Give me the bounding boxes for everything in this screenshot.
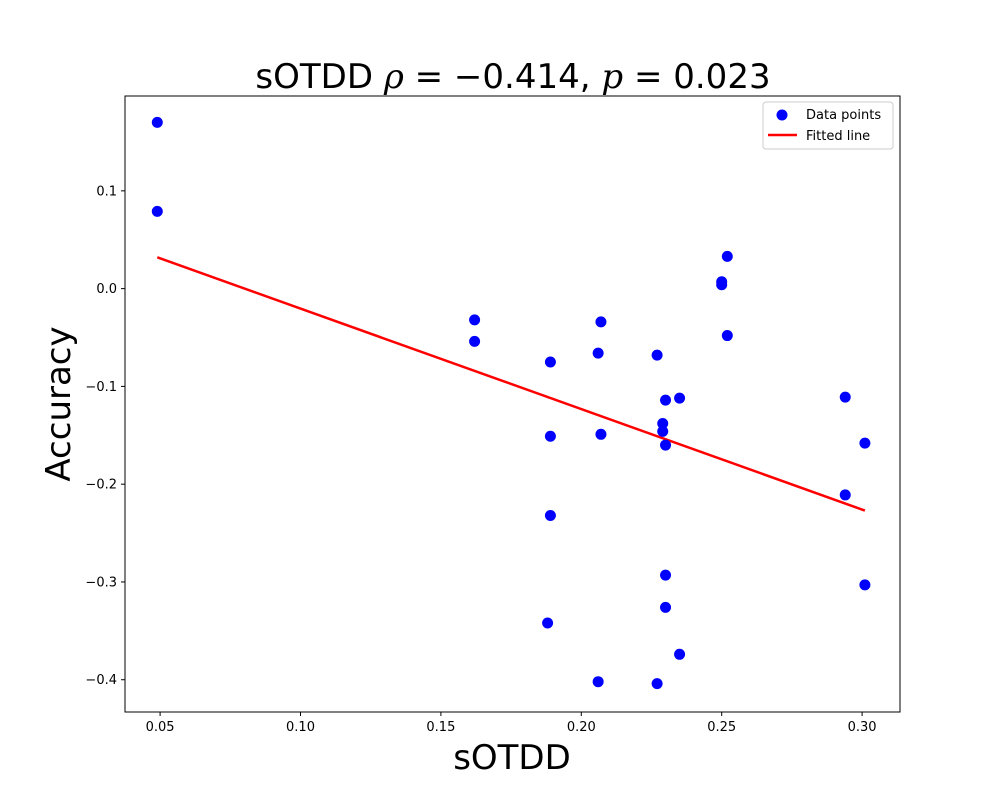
- data-point: [660, 601, 672, 613]
- data-point: [859, 579, 871, 591]
- data-point: [469, 335, 481, 347]
- data-point: [721, 250, 733, 262]
- data-point: [660, 569, 672, 581]
- data-point: [721, 330, 733, 342]
- x-tick-label: 0.20: [567, 720, 596, 735]
- ticks-layer: 0.05 0.10 0.15 0.20 0.25 0.30 −0.4 −0.3 −0.2 −0.1…: [85, 184, 876, 735]
- data-point: [859, 437, 871, 449]
- data-point: [595, 316, 607, 328]
- data-point: [592, 347, 604, 359]
- x-tick-label: 0.05: [146, 720, 175, 735]
- y-tick-label: −0.2: [85, 478, 117, 493]
- data-point: [839, 489, 851, 501]
- data-point: [544, 430, 556, 442]
- data-point: [657, 425, 669, 437]
- y-tick-label: 0.0: [96, 282, 117, 297]
- x-tick-label: 0.15: [426, 720, 455, 735]
- data-point: [660, 439, 672, 451]
- x-tick-label: 0.25: [707, 720, 736, 735]
- data-point: [651, 349, 663, 361]
- chart-title: sOTDD ρ = −0.414, p = 0.023: [255, 57, 770, 97]
- legend-label-fitted-line: Fitted line: [806, 129, 870, 144]
- data-point: [674, 648, 686, 660]
- plot-frame: [124, 95, 901, 713]
- y-axis-label: Accuracy: [39, 326, 79, 481]
- data-point: [674, 392, 686, 404]
- y-tick-label: −0.1: [85, 380, 117, 395]
- data-point: [544, 509, 556, 521]
- data-point: [651, 678, 663, 690]
- data-point: [469, 314, 481, 326]
- y-tick-label: −0.4: [85, 673, 117, 688]
- title-prefix: sOTDD: [255, 57, 383, 97]
- title-p-value: = 0.023: [623, 57, 770, 97]
- data-point: [716, 279, 728, 291]
- title-p: p: [601, 57, 623, 97]
- data-point: [592, 676, 604, 688]
- legend-label-data-points: Data points: [806, 108, 881, 123]
- data-point: [595, 428, 607, 440]
- data-point: [542, 617, 554, 629]
- data-point: [151, 205, 163, 217]
- legend: Data points Fitted line: [762, 101, 894, 150]
- x-tick-label: 0.30: [848, 720, 877, 735]
- data-point: [839, 391, 851, 403]
- title-rho: ρ: [383, 57, 404, 97]
- data-point: [657, 418, 669, 430]
- legend-marker-data-points: [776, 109, 788, 121]
- data-point: [544, 356, 556, 368]
- data-point: [151, 116, 163, 128]
- x-tick-label: 0.10: [286, 720, 315, 735]
- legend-box: [762, 101, 894, 150]
- data-point: [660, 394, 672, 406]
- y-tick-label: −0.3: [85, 575, 117, 590]
- x-axis-label: sOTDD: [453, 738, 571, 778]
- title-rho-value: = −0.414,: [404, 57, 602, 97]
- marks-layer: [151, 116, 871, 690]
- fitted-line: [156, 256, 866, 512]
- y-tick-label: 0.1: [96, 184, 117, 199]
